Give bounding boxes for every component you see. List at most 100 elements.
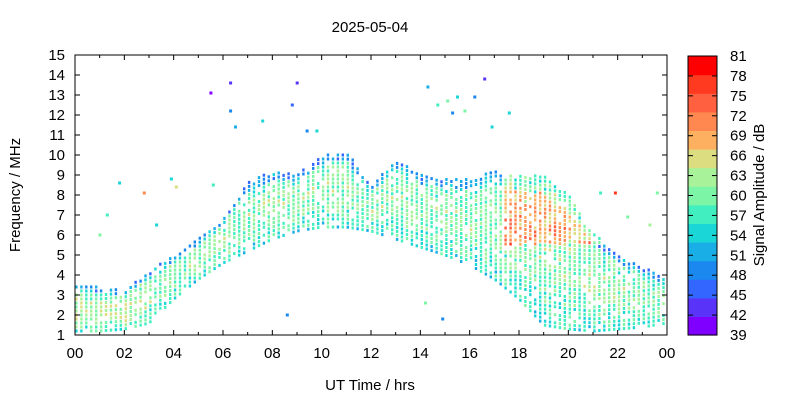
data-point	[391, 224, 394, 228]
data-point	[469, 232, 473, 236]
data-point	[652, 323, 655, 327]
data-point	[90, 317, 93, 321]
data-point	[124, 307, 127, 311]
data-point	[346, 169, 349, 173]
data-point	[336, 189, 340, 193]
data-point	[539, 251, 542, 255]
colorbar-segment	[688, 204, 717, 224]
data-point	[351, 162, 354, 166]
data-point	[642, 281, 645, 285]
data-point	[80, 309, 83, 313]
data-point	[543, 223, 547, 227]
data-point	[573, 272, 576, 275]
data-point	[395, 189, 399, 193]
data-point	[218, 227, 221, 231]
data-point	[450, 240, 453, 243]
outlier-point	[315, 129, 319, 133]
data-point	[588, 321, 591, 325]
data-point	[608, 308, 611, 312]
data-point	[489, 191, 492, 195]
data-point	[524, 240, 527, 243]
data-point	[292, 178, 295, 182]
data-point	[405, 181, 409, 185]
y-tick-label: 2	[57, 307, 65, 324]
data-point	[233, 208, 236, 212]
data-point	[534, 262, 537, 266]
outlier-point	[648, 223, 652, 227]
data-point	[460, 228, 463, 231]
data-point	[386, 202, 389, 206]
data-point	[144, 290, 147, 294]
data-point	[386, 186, 389, 190]
data-point	[573, 320, 576, 323]
data-point	[479, 237, 483, 241]
data-point	[238, 229, 241, 233]
data-point	[573, 280, 576, 283]
data-point	[455, 230, 458, 233]
data-point	[366, 200, 369, 204]
data-point	[124, 319, 127, 323]
data-point	[529, 213, 532, 217]
data-point	[539, 243, 542, 247]
data-point	[430, 177, 433, 181]
data-point	[247, 184, 251, 188]
data-point	[489, 215, 492, 219]
data-point	[351, 226, 354, 230]
outlier-point	[234, 125, 237, 129]
data-point	[307, 179, 310, 183]
data-point	[583, 244, 586, 248]
data-point	[85, 305, 88, 309]
data-point	[252, 194, 256, 198]
data-point	[504, 262, 507, 266]
data-point	[346, 185, 349, 189]
data-point	[519, 174, 522, 178]
data-point	[386, 190, 389, 194]
data-point	[465, 246, 468, 249]
data-point	[489, 175, 492, 179]
data-point	[75, 301, 78, 305]
data-point	[479, 221, 483, 225]
data-point	[499, 262, 502, 266]
data-point	[149, 272, 152, 276]
data-point	[223, 228, 226, 232]
data-point	[95, 321, 98, 325]
data-point	[553, 289, 557, 293]
data-point	[341, 165, 344, 169]
data-point	[223, 256, 226, 260]
data-point	[568, 199, 571, 203]
data-point	[228, 230, 231, 234]
data-point	[80, 289, 83, 293]
data-point	[321, 217, 325, 221]
data-point	[356, 183, 359, 187]
data-point	[376, 207, 379, 211]
data-point	[326, 221, 330, 225]
data-point	[563, 190, 566, 194]
data-point	[519, 198, 522, 202]
data-point	[272, 173, 275, 177]
data-point	[524, 284, 527, 287]
data-point	[405, 201, 409, 205]
data-point	[188, 276, 192, 280]
data-point	[598, 265, 601, 268]
data-point	[445, 222, 448, 225]
data-point	[336, 181, 340, 185]
data-point	[159, 290, 162, 294]
data-point	[593, 297, 596, 301]
data-point	[391, 216, 394, 220]
data-point	[613, 263, 616, 267]
data-point	[632, 290, 636, 294]
data-point	[302, 212, 305, 216]
data-point	[509, 242, 512, 246]
data-point	[326, 193, 330, 197]
data-point	[632, 286, 636, 290]
data-point	[435, 226, 438, 230]
data-point	[568, 259, 571, 263]
data-point	[149, 280, 152, 284]
data-point	[539, 223, 542, 227]
data-point	[178, 268, 182, 272]
data-point	[90, 329, 93, 333]
data-point	[588, 281, 591, 285]
data-point	[366, 192, 369, 196]
data-point	[474, 179, 478, 182]
data-point	[213, 235, 216, 239]
